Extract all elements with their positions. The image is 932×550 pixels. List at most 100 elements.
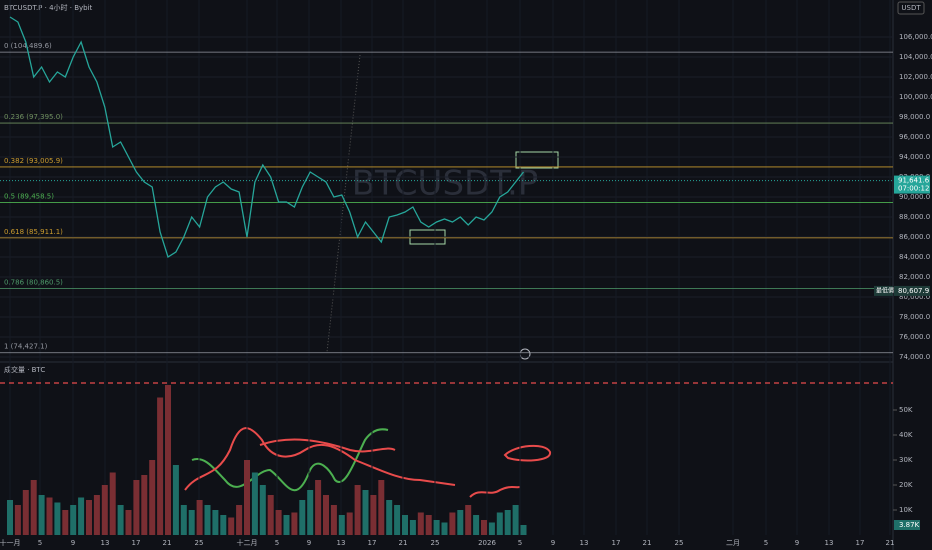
volume-bar xyxy=(520,525,527,535)
volume-bar xyxy=(362,490,369,535)
x-tick-label: 13 xyxy=(580,539,589,547)
currency-box[interactable] xyxy=(897,1,925,15)
volume-bar xyxy=(409,520,416,535)
volume-bar xyxy=(125,510,132,535)
volume-bar xyxy=(236,505,243,535)
volume-bar xyxy=(180,505,187,535)
volume-tick-label: 20K xyxy=(899,481,913,489)
symbol-title: BTCUSDT.P · 4小时 · Bybit xyxy=(4,3,93,12)
volume-bar xyxy=(93,495,100,535)
volume-bar xyxy=(109,472,116,535)
volume-tick-label: 10K xyxy=(899,506,913,514)
volume-bar xyxy=(323,495,329,535)
x-tick-label: 13 xyxy=(101,539,110,547)
x-tick-label: 25 xyxy=(675,539,684,547)
volume-bar xyxy=(267,495,274,535)
fib-label: 0.618 (85,911.1) xyxy=(4,228,63,236)
y-tick-label: 96,000.0 xyxy=(899,133,930,141)
y-tick-label: 84,000.0 xyxy=(899,253,930,261)
volume-bar xyxy=(299,500,306,535)
volume-bar xyxy=(488,522,495,535)
volume-bar xyxy=(315,480,322,535)
y-tick-label: 98,000.0 xyxy=(899,113,930,121)
low-price-label: 80,607.9 xyxy=(898,287,929,295)
x-tick-label: 25 xyxy=(431,539,440,547)
x-tick-label: 21 xyxy=(399,539,408,547)
fib-label: 0.786 (80,860.5) xyxy=(4,278,63,286)
volume-bar xyxy=(504,510,511,535)
y-tick-label: 88,000.0 xyxy=(899,213,930,221)
y-tick-label: 94,000.0 xyxy=(899,153,930,161)
volume-bar xyxy=(370,495,377,535)
volume-bar xyxy=(346,512,353,535)
x-tick-label: 17 xyxy=(132,539,141,547)
volume-bar xyxy=(165,385,171,535)
x-tick-label: 5 xyxy=(38,539,42,547)
x-tick-label: 9 xyxy=(795,539,799,547)
volume-bar xyxy=(283,515,290,535)
volume-bar xyxy=(307,490,314,535)
volume-bar xyxy=(22,490,29,535)
x-tick-label: 9 xyxy=(71,539,75,547)
volume-bar xyxy=(14,505,21,535)
last-price-label: 91,641.6 xyxy=(898,177,930,185)
volume-bar xyxy=(38,495,45,535)
volume-bar xyxy=(157,397,164,535)
fib-label: 0.5 (89,458.5) xyxy=(4,192,54,200)
volume-bar xyxy=(54,502,61,535)
y-tick-label: 106,000.0 xyxy=(899,33,932,41)
x-tick-label: 十二月 xyxy=(237,538,258,547)
y-tick-label: 78,000.0 xyxy=(899,313,930,321)
volume-bar xyxy=(378,480,385,535)
fib-label: 1 (74,427.1) xyxy=(4,343,48,351)
x-tick-label: 21 xyxy=(886,539,895,547)
volume-bar xyxy=(149,460,156,535)
volume-bar xyxy=(70,505,77,535)
volume-bar xyxy=(354,485,361,535)
volume-tick-label: 40K xyxy=(899,431,913,439)
volume-bar xyxy=(133,480,140,535)
volume-bar xyxy=(46,497,53,535)
y-tick-label: 74,000.0 xyxy=(899,353,930,361)
volume-bar xyxy=(275,510,282,535)
currency[interactable]: USDT xyxy=(901,4,921,12)
y-tick-label: 76,000.0 xyxy=(899,333,930,341)
x-tick-label: 21 xyxy=(163,539,172,547)
volume-tick-label: 30K xyxy=(899,456,913,464)
volume-bar xyxy=(465,505,472,535)
volume-last-tag xyxy=(894,520,920,530)
countdown: 07:00:12 xyxy=(898,185,929,193)
volume-bar xyxy=(481,520,487,535)
volume-bar xyxy=(433,520,440,535)
volume-bar xyxy=(291,512,298,535)
volume-bar xyxy=(228,517,235,535)
y-tick-label: 80,000.0 xyxy=(899,293,930,301)
x-tick-label: 17 xyxy=(612,539,621,547)
y-tick-label: 102,000.0 xyxy=(899,73,932,81)
x-tick-label: 5 xyxy=(275,539,279,547)
fib-label: 0.236 (97,395.0) xyxy=(4,113,63,121)
volume-bar xyxy=(449,512,456,535)
y-tick-label: 86,000.0 xyxy=(899,233,930,241)
x-tick-label: 17 xyxy=(856,539,865,547)
volume-bar xyxy=(259,485,266,535)
volume-bar xyxy=(441,522,448,535)
x-tick-label: 17 xyxy=(368,539,377,547)
volume-bar xyxy=(188,510,195,535)
x-tick-label: 13 xyxy=(337,539,346,547)
volume-bar xyxy=(204,505,211,535)
y-tick-label: 82,000.0 xyxy=(899,273,930,281)
low-name-tag xyxy=(874,285,893,296)
x-tick-label: 13 xyxy=(825,539,834,547)
volume-bar xyxy=(251,472,258,535)
volume-bar xyxy=(7,500,13,535)
x-tick-label: 25 xyxy=(195,539,204,547)
volume-bar xyxy=(338,515,345,535)
y-tick-label: 90,000.0 xyxy=(899,193,930,201)
trend-line xyxy=(326,54,361,353)
low-price-name: 最低價 xyxy=(876,286,894,294)
volume-bar xyxy=(330,505,337,535)
volume-bar xyxy=(62,510,69,535)
